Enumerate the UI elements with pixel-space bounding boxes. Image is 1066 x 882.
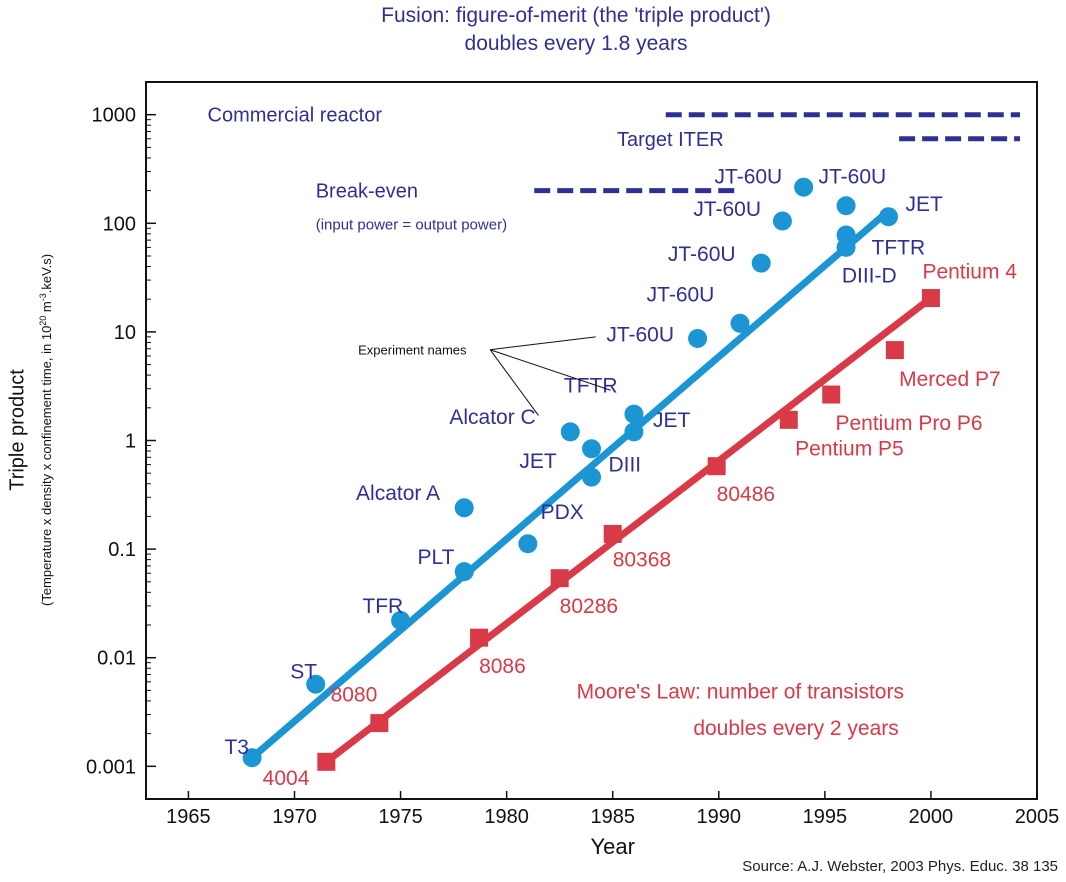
moore-point-label: 80286 xyxy=(560,595,618,618)
fusion-point-label: ST xyxy=(290,660,317,683)
source-citation: Source: A.J. Webster, 2003 Phys. Educ. 3… xyxy=(742,858,1058,875)
fusion-point-label: JT-60U xyxy=(693,198,761,221)
fusion-data-point xyxy=(879,207,898,227)
fusion-point-label: TFR xyxy=(362,595,403,618)
y-tick-label: 0.001 xyxy=(86,756,136,778)
moore-point-label: 8080 xyxy=(331,683,378,706)
x-tick-label: 1990 xyxy=(697,806,742,828)
moore-data-point xyxy=(370,714,389,733)
reference-line-label: Target ITER xyxy=(617,129,724,151)
fusion-trend-line xyxy=(249,208,891,761)
fusion-point-label: PDX xyxy=(541,501,584,524)
fusion-point-label: TFTR xyxy=(564,375,618,398)
x-tick-label: 1975 xyxy=(378,806,423,828)
moore-data-point xyxy=(921,289,940,308)
moore-data-point xyxy=(707,457,726,476)
y-tick-label: 100 xyxy=(103,213,136,235)
fusion-data-point xyxy=(582,467,601,487)
fusion-data-point xyxy=(751,253,771,273)
fusion-point-label: JT-60U xyxy=(647,284,715,307)
moore-point-label: 8086 xyxy=(479,655,526,678)
fusion-data-point xyxy=(688,328,708,348)
fusion-point-label: JET xyxy=(653,409,691,432)
moore-point-label: 80368 xyxy=(613,549,671,572)
reference-line-label: Commercial reactor xyxy=(208,105,383,127)
annotation-breakeven-note: (input power = output power) xyxy=(316,216,507,233)
y-tick-label: 0.01 xyxy=(97,648,136,670)
x-tick-label: 1965 xyxy=(166,806,211,828)
annotation-leader-line xyxy=(490,336,596,351)
annotation-moore-line2: doubles every 2 years xyxy=(693,717,898,740)
fusion-data-point xyxy=(772,211,792,231)
moore-data-point xyxy=(550,569,569,588)
x-tick-label: 1985 xyxy=(590,806,635,828)
fusion-data-point xyxy=(582,439,601,459)
moore-data-point xyxy=(470,628,489,647)
fusion-data-point xyxy=(730,313,750,333)
y-tick-label: 10 xyxy=(114,322,136,344)
chart-title-line1: Fusion: figure-of-merit (the 'triple pro… xyxy=(381,4,771,27)
moore-point-label: Merced P7 xyxy=(899,368,1001,391)
fusion-data-point xyxy=(560,422,580,442)
moore-data-point xyxy=(822,385,841,404)
moore-point-label: Pentium P5 xyxy=(795,438,904,461)
fusion-point-label: JT-60U xyxy=(668,243,736,266)
fusion-data-point xyxy=(454,562,474,582)
fusion-point-label: JT-60U xyxy=(606,323,674,346)
fusion-point-label: JET xyxy=(905,193,943,216)
fusion-data-point xyxy=(518,534,538,554)
fusion-point-label: DIII-D xyxy=(842,265,897,288)
x-axis-label: Year xyxy=(590,834,634,859)
fusion-data-point xyxy=(624,422,644,442)
fusion-data-point xyxy=(624,404,644,424)
moore-trend-line xyxy=(324,295,934,765)
moore-point-label: 80486 xyxy=(717,483,775,506)
reference-line-label: Break-even xyxy=(316,181,418,203)
annotation-leader-line xyxy=(489,349,539,416)
fusion-data-point xyxy=(242,748,262,768)
fusion-point-label: DIII xyxy=(608,454,641,477)
annotation-moore-line1: Moore's Law: number of transistors xyxy=(577,680,904,703)
fusion-point-label: Alcator A xyxy=(356,482,440,505)
y-tick-label: 0.1 xyxy=(108,539,136,561)
fusion-point-label: T3 xyxy=(224,736,249,759)
x-tick-label: 1980 xyxy=(484,806,529,828)
fusion-point-label: TFTR xyxy=(872,236,926,259)
y-tick-label: 1000 xyxy=(92,105,137,127)
fusion-point-label: Alcator C xyxy=(449,406,535,429)
annotation-experiment-names: Experiment names xyxy=(358,343,467,358)
fusion-data-point xyxy=(836,196,856,216)
chart-title-line2: doubles every 1.8 years xyxy=(464,32,688,55)
fusion-point-label: PLT xyxy=(418,546,455,569)
moore-data-point xyxy=(885,341,904,360)
fusion-data-point xyxy=(794,177,814,197)
y-tick-label: 1 xyxy=(125,431,136,453)
x-tick-label: 1970 xyxy=(272,806,317,828)
fusion-point-label: JET xyxy=(519,450,557,473)
moore-data-point xyxy=(317,752,336,771)
moore-point-label: Pentium Pro P6 xyxy=(835,412,982,435)
x-tick-label: 1995 xyxy=(803,806,848,828)
fusion-data-point xyxy=(454,498,474,518)
fusion-data-point xyxy=(391,611,411,631)
x-tick-label: 2005 xyxy=(1015,806,1060,828)
moore-data-point xyxy=(603,524,622,543)
fusion-point-label: JT-60U xyxy=(818,165,886,188)
fusion-point-label: JT-60U xyxy=(715,165,783,188)
moore-point-label: 4004 xyxy=(263,767,310,790)
x-tick-label: 2000 xyxy=(909,806,954,828)
fusion-data-point xyxy=(836,237,856,257)
moore-point-label: Pentium 4 xyxy=(922,260,1017,283)
moore-data-point xyxy=(779,410,798,429)
fusion-data-point xyxy=(306,674,326,694)
annotation-leader-line xyxy=(489,349,611,391)
